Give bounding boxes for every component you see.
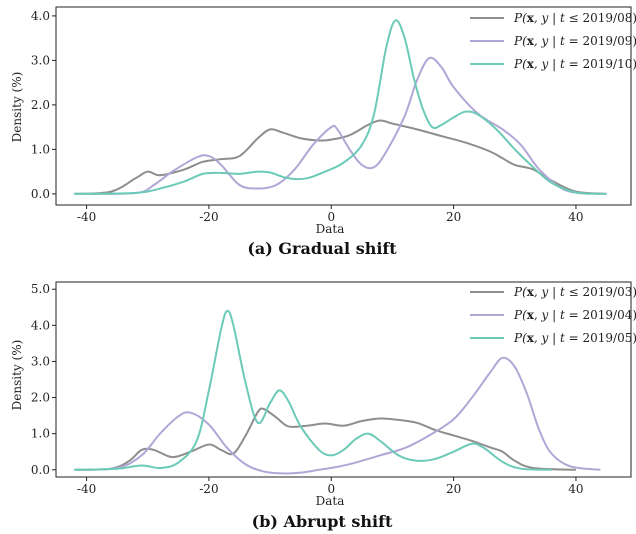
xlabel: Data — [316, 494, 345, 508]
x-tick-label: 20 — [446, 482, 461, 496]
x-tick-label: 0 — [327, 482, 335, 496]
xlabel: Data — [316, 222, 345, 236]
ylabel: Density (%) — [10, 340, 24, 411]
legend-label: P(x, y | t ≤ 2019/08) — [513, 11, 636, 25]
y-tick-label: 2.0 — [31, 98, 50, 112]
series-line-2 — [74, 19, 607, 195]
x-tick-label: 0 — [327, 210, 335, 224]
plot-area — [74, 309, 601, 475]
series-line-0 — [74, 119, 607, 195]
y-tick-label: 3.0 — [31, 354, 50, 368]
series-line-0 — [74, 407, 576, 471]
axes-frame — [55, 6, 632, 206]
y-tick-label: 0.0 — [31, 187, 50, 201]
x-tick-label: 40 — [568, 210, 583, 224]
y-tick-label: 3.0 — [31, 53, 50, 67]
legend-label: P(x, y | t ≤ 2019/03) — [513, 285, 636, 299]
axes-frame — [55, 281, 632, 478]
x-tick-label: -40 — [77, 482, 96, 496]
x-tick-label: -20 — [199, 482, 218, 496]
y-tick-label: 1.0 — [31, 142, 50, 156]
panel-abrupt-shift: Density (%) Data (b) Abrupt shift -40 -20… — [10, 281, 636, 531]
legend: P(x, y | t ≤ 2019/03) P(x, y | t = 2019/0… — [470, 285, 636, 345]
series-line-1 — [74, 356, 601, 475]
y-tick-label: 5.0 — [31, 282, 50, 296]
series-line-2 — [74, 309, 552, 471]
panel-gradual-shift: Density (%) Data (a) Gradual shift -40 -2… — [10, 6, 636, 258]
caption: (b) Abrupt shift — [252, 512, 393, 531]
x-tick-label: -20 — [199, 210, 218, 224]
y-tick-label: 4.0 — [31, 318, 50, 332]
y-tick-label: 4.0 — [31, 9, 50, 23]
legend-label: P(x, y | t = 2019/04) — [513, 308, 636, 322]
caption: (a) Gradual shift — [247, 239, 397, 258]
x-tick-label: -40 — [77, 210, 96, 224]
legend-label: P(x, y | t = 2019/10) — [513, 57, 636, 71]
x-tick-label: 20 — [446, 210, 461, 224]
legend: P(x, y | t ≤ 2019/08) P(x, y | t = 2019/0… — [470, 11, 636, 71]
x-tick-label: 40 — [568, 482, 583, 496]
y-tick-label: 1.0 — [31, 427, 50, 441]
legend-label: P(x, y | t = 2019/09) — [513, 34, 636, 48]
y-tick-label: 2.0 — [31, 391, 50, 405]
ylabel: Density (%) — [10, 72, 24, 143]
y-tick-label: 0.0 — [31, 463, 50, 477]
plot-area — [74, 19, 607, 195]
legend-label: P(x, y | t = 2019/05) — [513, 331, 636, 345]
